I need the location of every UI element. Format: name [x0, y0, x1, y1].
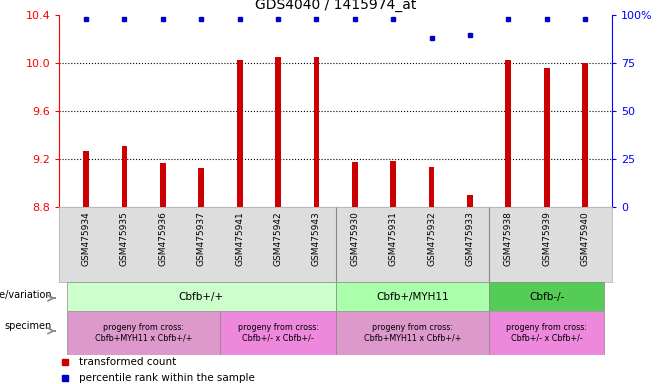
Text: transformed count: transformed count: [78, 358, 176, 367]
Bar: [505, 60, 511, 207]
Bar: [336, 282, 489, 311]
Text: GSM475943: GSM475943: [312, 211, 321, 266]
Text: GSM475933: GSM475933: [465, 211, 474, 266]
Bar: [67, 282, 336, 311]
Bar: [582, 63, 588, 207]
Text: GSM475941: GSM475941: [235, 211, 244, 266]
Bar: [220, 311, 336, 355]
Bar: [198, 168, 204, 207]
Text: GSM475938: GSM475938: [504, 211, 513, 266]
Bar: [390, 161, 396, 207]
Text: specimen: specimen: [5, 321, 52, 331]
Text: GSM475940: GSM475940: [580, 211, 590, 266]
Text: GSM475934: GSM475934: [82, 211, 91, 266]
Text: GSM475936: GSM475936: [159, 211, 167, 266]
Text: GSM475932: GSM475932: [427, 211, 436, 266]
Text: Cbfb-/-: Cbfb-/-: [529, 291, 565, 302]
Bar: [122, 146, 128, 207]
Bar: [275, 57, 281, 207]
Bar: [428, 167, 434, 207]
Bar: [83, 151, 89, 207]
Text: genotype/variation: genotype/variation: [0, 290, 52, 300]
Bar: [313, 57, 319, 207]
Text: progeny from cross:
Cbfb+MYH11 x Cbfb+/+: progeny from cross: Cbfb+MYH11 x Cbfb+/+: [364, 323, 461, 343]
Bar: [467, 195, 473, 207]
Bar: [237, 60, 243, 207]
Text: GSM475937: GSM475937: [197, 211, 206, 266]
Text: percentile rank within the sample: percentile rank within the sample: [78, 373, 255, 383]
Text: progeny from cross:
Cbfb+/- x Cbfb+/-: progeny from cross: Cbfb+/- x Cbfb+/-: [238, 323, 318, 343]
Bar: [160, 163, 166, 207]
Bar: [544, 68, 549, 207]
Text: Cbfb+/MYH11: Cbfb+/MYH11: [376, 291, 449, 302]
Bar: [489, 311, 604, 355]
Text: progeny from cross:
Cbfb+MYH11 x Cbfb+/+: progeny from cross: Cbfb+MYH11 x Cbfb+/+: [95, 323, 192, 343]
Text: GSM475930: GSM475930: [350, 211, 359, 266]
Text: GSM475931: GSM475931: [389, 211, 397, 266]
Text: progeny from cross:
Cbfb+/- x Cbfb+/-: progeny from cross: Cbfb+/- x Cbfb+/-: [506, 323, 587, 343]
Text: Cbfb+/+: Cbfb+/+: [179, 291, 224, 302]
Bar: [489, 282, 604, 311]
Bar: [352, 162, 358, 207]
Bar: [336, 311, 489, 355]
Text: GSM475942: GSM475942: [274, 211, 282, 266]
Bar: [67, 311, 220, 355]
Text: GSM475939: GSM475939: [542, 211, 551, 266]
Title: GDS4040 / 1415974_at: GDS4040 / 1415974_at: [255, 0, 417, 12]
Text: GSM475935: GSM475935: [120, 211, 129, 266]
